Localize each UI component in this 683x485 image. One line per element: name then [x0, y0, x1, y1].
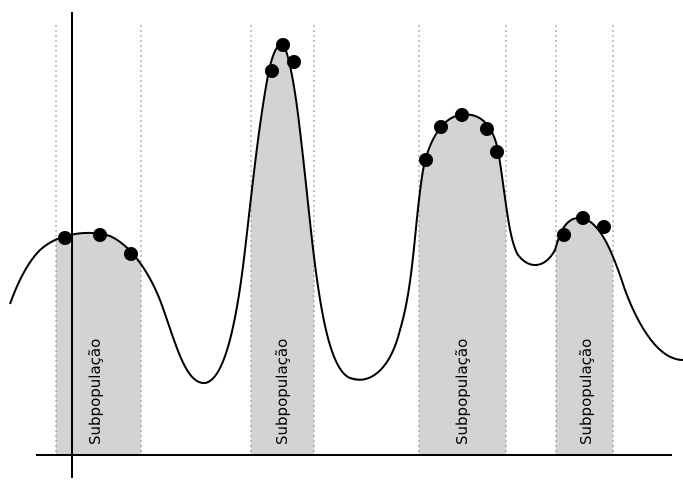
individual-point [419, 153, 433, 167]
individual-point [576, 211, 590, 225]
fitness-curve [9, 43, 683, 385]
individual-point [597, 220, 611, 234]
individual-point [557, 228, 571, 242]
individual-point [124, 247, 138, 261]
individual-point [434, 120, 448, 134]
region-label-2: Subpopulação [273, 339, 291, 445]
individual-point [455, 108, 469, 122]
individuals [58, 38, 611, 261]
region-label-4: Subpopulação [577, 339, 595, 445]
above-curve-mask [0, 0, 683, 383]
individual-point [276, 38, 290, 52]
individual-point [490, 145, 504, 159]
individual-point [58, 231, 72, 245]
region-label-1: Subpopulação [86, 339, 104, 445]
individual-point [93, 228, 107, 242]
individual-point [265, 64, 279, 78]
region-label-3: Subpopulação [453, 339, 471, 445]
individual-point [287, 55, 301, 69]
individual-point [480, 122, 494, 136]
